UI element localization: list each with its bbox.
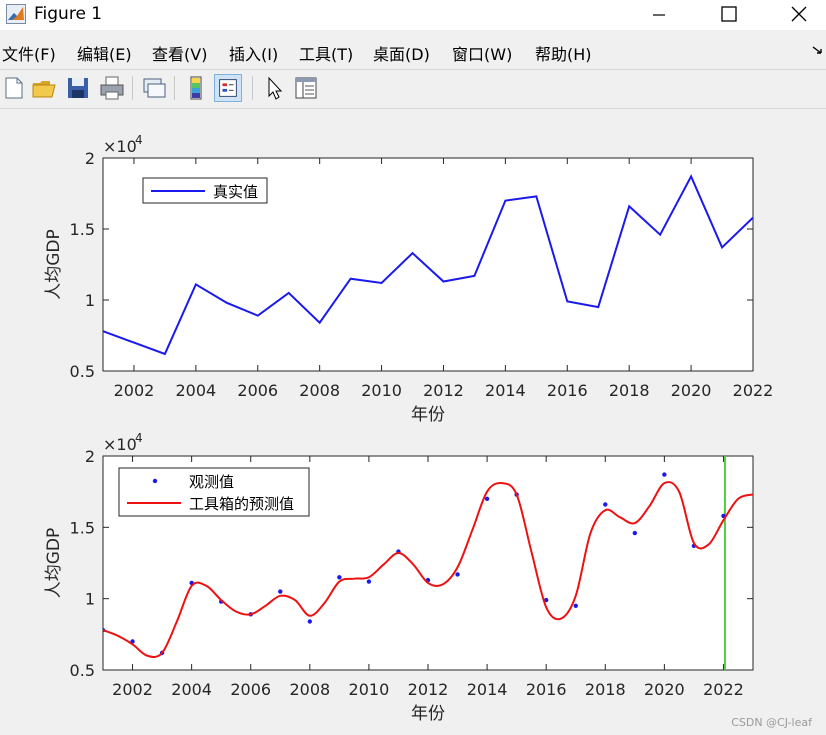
data-point	[543, 597, 549, 603]
menu-insert[interactable]: 插入(I)	[229, 45, 279, 64]
data-point	[366, 579, 372, 584]
menu-view[interactable]: 查看(V)	[152, 45, 208, 64]
data-point	[662, 472, 667, 477]
x-tick-label: 2014	[467, 680, 508, 699]
y-tick-label: 1.5	[70, 518, 95, 537]
open-folder-icon[interactable]	[30, 74, 58, 102]
series-group	[103, 456, 753, 670]
x-tick-label: 2008	[289, 680, 330, 699]
x-tick-label: 2008	[299, 381, 340, 400]
data-point	[484, 496, 490, 501]
watermark: CSDN @CJ-leaf	[731, 716, 812, 729]
x-tick-label: 2012	[408, 680, 449, 699]
x-tick-label: 2012	[423, 381, 464, 400]
x-tick-label: 2016	[547, 381, 588, 400]
y-tick-label: 1.5	[70, 220, 95, 239]
title-bar: Figure 1	[0, 0, 826, 30]
x-tick-label: 2020	[644, 680, 685, 699]
x-tick-label: 2002	[112, 680, 153, 699]
new-file-icon[interactable]	[0, 74, 28, 102]
colorbar-icon[interactable]	[182, 74, 210, 102]
y-tick-label: 1	[85, 291, 95, 310]
y-tick-label: 1	[85, 590, 95, 609]
x-tick-label: 2016	[526, 680, 567, 699]
data-point	[337, 575, 342, 580]
figure-canvas: 2002 2004 2006 2008 2010 2012 2014 2016 2018 2020…	[44, 133, 774, 724]
legend-label: 观测值	[189, 473, 234, 491]
matlab-icon	[6, 4, 26, 24]
window-title: Figure 1	[34, 4, 103, 24]
data-point	[455, 572, 460, 577]
series-group	[103, 174, 753, 356]
save-icon[interactable]	[64, 74, 92, 102]
y-exponent-power: 4	[135, 431, 143, 445]
y-axis-label: 人均GDP	[44, 528, 64, 599]
property-editor-icon[interactable]	[292, 74, 320, 102]
x-axis-label: 年份	[411, 405, 445, 425]
x-tick-label: 2022	[703, 680, 744, 699]
y-exponent-power: 4	[135, 133, 143, 147]
x-tick-label: 2006	[230, 680, 271, 699]
x-tick-label: 2002	[114, 381, 155, 400]
legend-label: 真实值	[213, 183, 258, 201]
legend-label: 工具箱的预测值	[189, 495, 294, 513]
dock-arrow-icon[interactable]	[812, 44, 824, 56]
menu-window[interactable]: 窗口(W)	[452, 45, 513, 64]
menu-edit[interactable]: 编辑(E)	[77, 45, 132, 64]
y-tick-label: 0.5	[70, 661, 95, 680]
y-exponent-label: ×10	[103, 435, 137, 454]
y-exponent-label: ×10	[103, 137, 137, 156]
x-tick-label: 2004	[175, 381, 216, 400]
data-point	[278, 589, 283, 594]
x-tick-label: 2018	[609, 381, 650, 400]
data-point	[307, 619, 313, 624]
minimize-icon[interactable]	[636, 0, 682, 30]
chart-1	[102, 157, 754, 372]
data-point	[573, 603, 578, 608]
link-icon[interactable]	[140, 74, 168, 102]
pointer-icon[interactable]	[260, 74, 288, 102]
x-tick-label: 2022	[733, 381, 774, 400]
toolbar	[0, 69, 826, 109]
series-line	[103, 481, 753, 658]
legend-box	[118, 467, 310, 517]
x-tick-label: 2014	[485, 381, 526, 400]
y-tick-label: 0.5	[70, 362, 95, 381]
x-tick-label: 2018	[585, 680, 626, 699]
legend-marker	[152, 478, 158, 484]
toolbar-separator	[132, 76, 133, 100]
legend-icon[interactable]	[214, 74, 242, 102]
x-axis-label: 年份	[411, 704, 445, 724]
toolbar-separator	[174, 76, 175, 100]
x-tick-label: 2006	[237, 381, 278, 400]
x-tick-label: 2004	[171, 680, 212, 699]
print-icon[interactable]	[98, 74, 126, 102]
toolbar-separator	[252, 76, 253, 100]
series-line	[103, 174, 753, 356]
y-axis-label: 人均GDP	[44, 229, 64, 300]
y-tick-label: 2	[85, 149, 95, 168]
menu-bar: 文件(F) 编辑(E) 查看(V) 插入(I) 工具(T) 桌面(D) 窗口(W…	[0, 38, 826, 66]
data-point	[603, 502, 608, 507]
data-point	[632, 530, 638, 536]
chart-2	[102, 455, 754, 671]
close-icon[interactable]	[776, 0, 822, 30]
menu-file[interactable]: 文件(F)	[2, 45, 56, 64]
menu-tools[interactable]: 工具(T)	[299, 45, 354, 64]
x-tick-label: 2020	[671, 381, 712, 400]
y-tick-label: 2	[85, 447, 95, 466]
maximize-icon[interactable]	[706, 0, 752, 30]
menu-help[interactable]: 帮助(H)	[535, 45, 592, 64]
menu-desktop[interactable]: 桌面(D)	[373, 45, 430, 64]
x-tick-label: 2010	[361, 381, 402, 400]
x-tick-label: 2010	[349, 680, 390, 699]
